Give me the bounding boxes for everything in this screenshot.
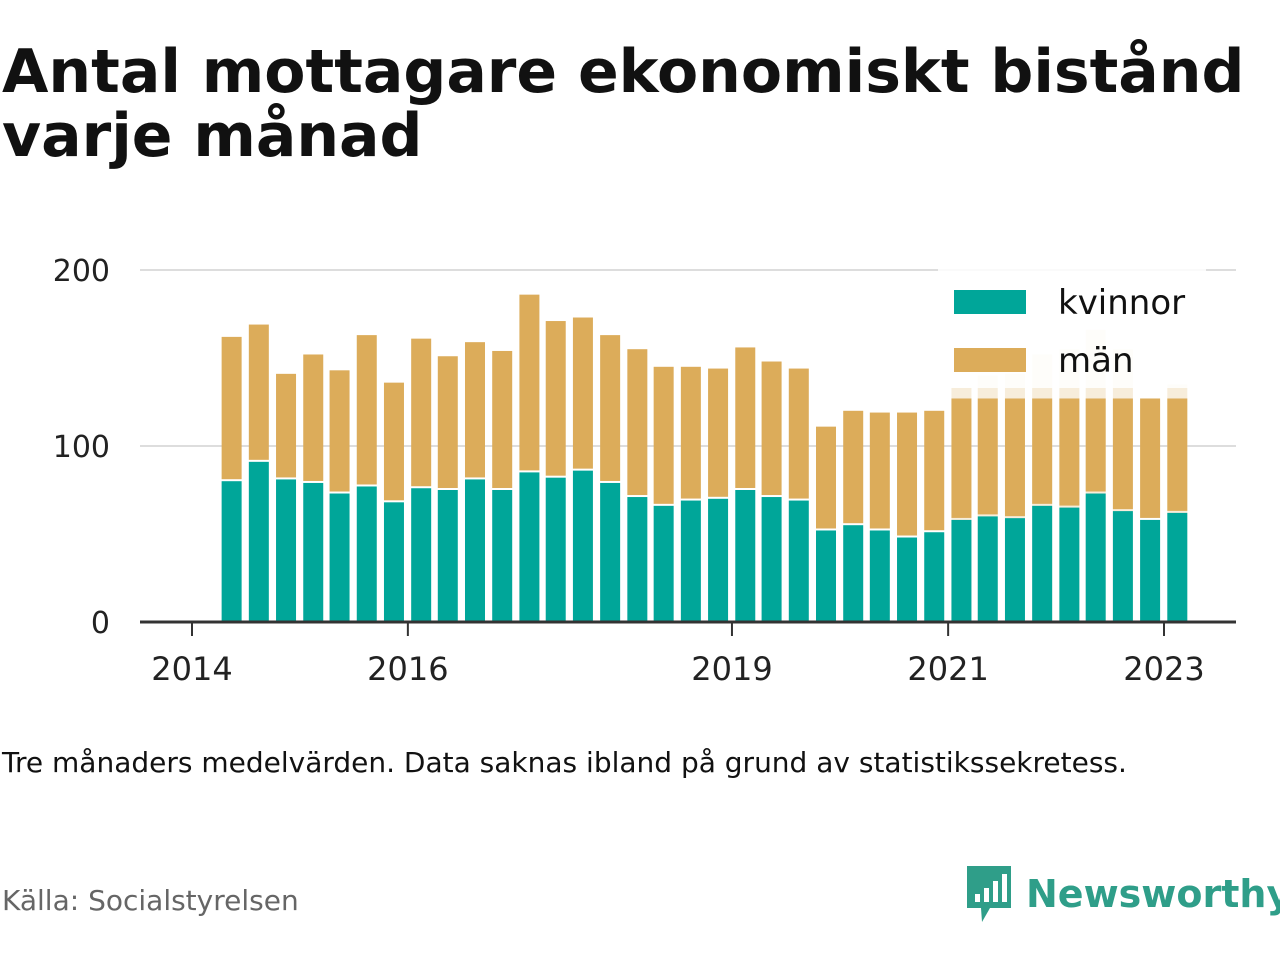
bar-kvinnor [464,479,485,622]
bar-kvinnor [708,498,729,622]
brand-name: Newsworthy [1026,872,1280,916]
bar-kvinnor [572,470,593,622]
bar-kvinnor [653,505,674,622]
bar-kvinnor [951,519,972,622]
legend-label-1: män [1058,341,1134,381]
x-tick-label: 2016 [367,650,448,688]
bar-man [303,354,324,481]
legend-swatch-0 [954,290,1026,314]
bar-kvinnor [411,488,432,622]
bar-kvinnor [1004,518,1025,622]
bar-man [735,347,756,488]
bar-kvinnor [303,482,324,622]
bar-man [329,370,350,492]
bar-man [1032,398,1053,504]
x-tick-label: 2014 [151,650,232,688]
bar-man [653,366,674,504]
bar-kvinnor [843,525,864,622]
bar-kvinnor [276,479,297,622]
bar-man [1085,398,1106,492]
bar-man [464,342,485,478]
bar-kvinnor [545,477,566,622]
stacked-bar-chart: 0 100 200 kvinnor män 2014 2016 2019 2021 2023 [53,254,1236,688]
bar-man [600,335,621,481]
bar-kvinnor [248,461,269,622]
bar-man [492,350,513,488]
bar-kvinnor [383,502,404,622]
x-axis: 2014 2016 2019 2021 2023 [140,620,1236,688]
bar-man [356,335,377,485]
bar-kvinnor [356,486,377,622]
bar-kvinnor [735,490,756,622]
bars [221,294,1188,622]
y-tick-label: 0 [91,606,110,641]
bar-kvinnor [897,537,918,622]
y-axis-ticks: 0 100 200 [53,254,110,641]
bar-kvinnor [1059,507,1080,622]
bar-kvinnor [329,493,350,622]
bar-kvinnor [519,472,540,622]
bar-kvinnor [627,497,648,622]
bar-kvinnor [1140,519,1161,622]
legend: kvinnor män [938,268,1206,388]
bar-man [1112,398,1133,510]
bar-man [411,338,432,487]
bar-kvinnor [788,500,809,622]
bar-man [627,349,648,496]
bar-man [437,356,458,488]
bar-man [1140,398,1161,518]
bar-kvinnor [221,481,242,622]
bar-man [572,317,593,469]
bar-kvinnor [869,530,890,622]
bar-kvinnor [761,497,782,622]
bar-kvinnor [492,490,513,622]
bar-kvinnor [924,532,945,622]
bar-kvinnor [1032,505,1053,622]
bar-kvinnor [1085,493,1106,622]
bar-man [383,382,404,501]
bar-kvinnor [816,530,837,622]
bar-man [545,321,566,476]
bar-kvinnor [1112,511,1133,622]
x-tick-label: 2019 [691,650,772,688]
bar-man [519,294,540,471]
bar-man [869,412,890,529]
bar-man [924,410,945,531]
bar-man [221,336,242,480]
y-tick-label: 100 [53,430,110,465]
bar-man [977,398,998,515]
bar-man [951,398,972,518]
bar-man [843,410,864,524]
x-tick-label: 2021 [907,650,988,688]
bar-man [816,426,837,529]
bar-kvinnor [977,516,998,622]
source-text: Källa: Socialstyrelsen [2,884,299,917]
chart-title: Antal mottagare ekonomiskt bistånd varje… [2,37,1245,171]
bar-man [708,368,729,497]
newsworthy-logo[interactable]: Newsworthy [964,864,1280,924]
bar-kvinnor [1167,512,1188,622]
bar-kvinnor [437,490,458,622]
bar-man [788,368,809,499]
bar-kvinnor [680,500,701,622]
bar-man [761,361,782,496]
legend-label-0: kvinnor [1058,283,1185,323]
bar-man [897,412,918,536]
bar-man [1059,398,1080,506]
bar-man [1167,398,1188,511]
chart-note: Tre månaders medelvärden. Data saknas ib… [2,746,1127,779]
bar-man [1004,398,1025,517]
x-tick-label: 2023 [1123,650,1204,688]
bar-man [680,366,701,499]
bar-man [276,373,297,478]
newsworthy-logo-icon [967,866,1011,922]
legend-swatch-1 [954,348,1026,372]
bar-man [248,324,269,460]
y-tick-label: 200 [53,254,110,289]
bar-kvinnor [600,482,621,622]
